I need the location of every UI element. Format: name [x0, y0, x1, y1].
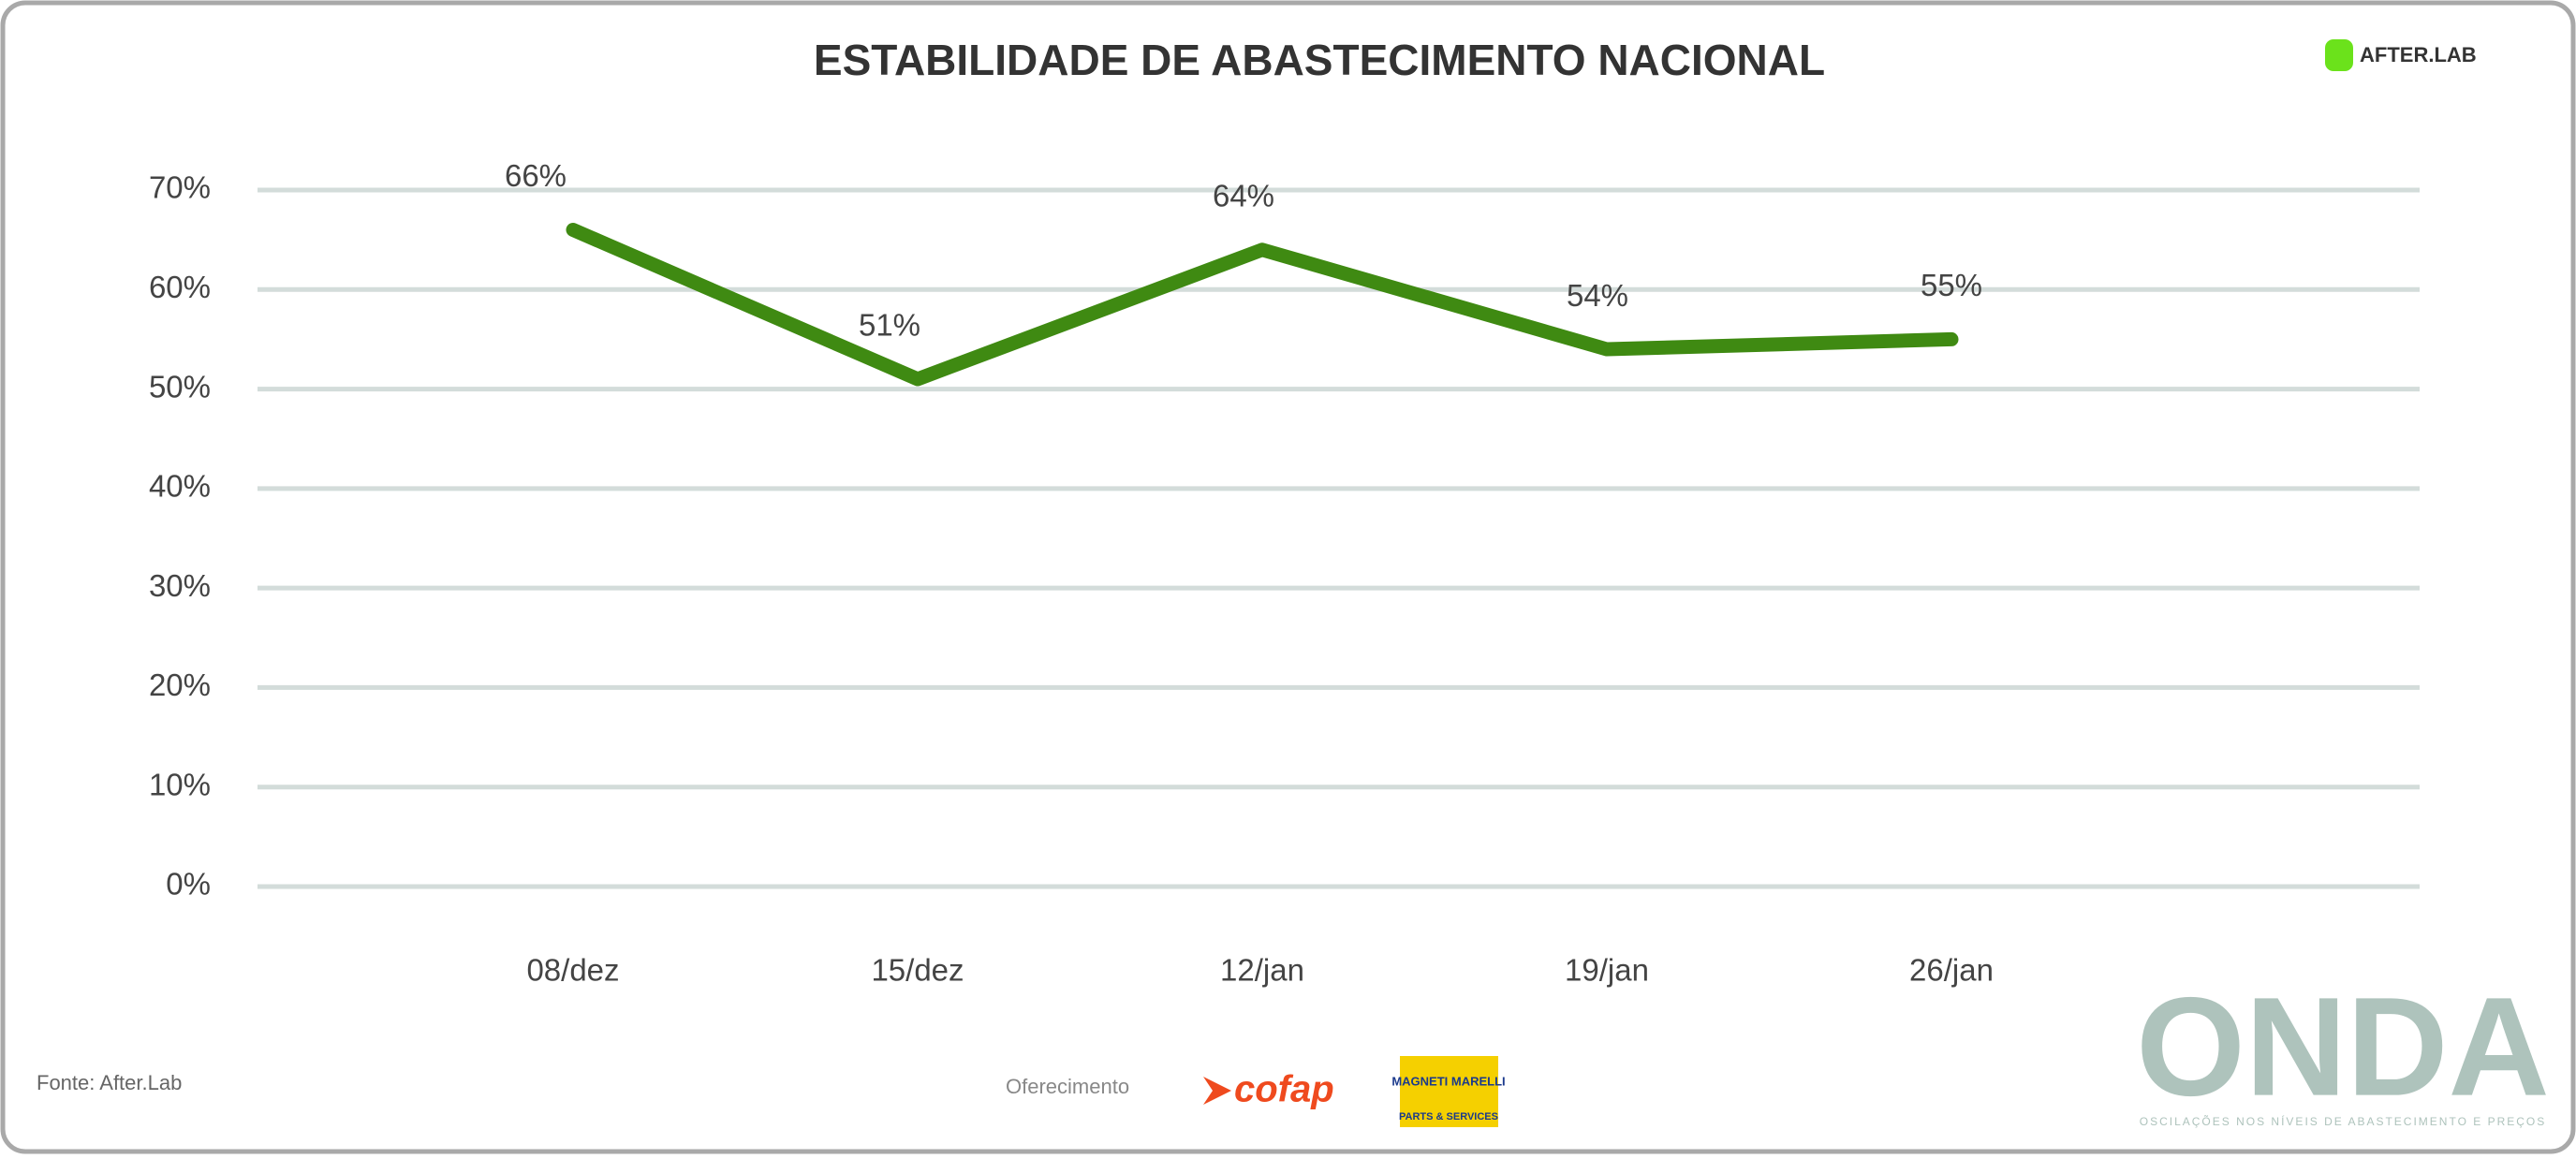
line: [566, 223, 1959, 387]
data-label: 55%: [1921, 268, 1982, 302]
y-tick-label: 40%: [149, 469, 211, 504]
magneti-text: MAGNETI MARELLI: [1391, 1074, 1505, 1088]
data-label: 64%: [1213, 178, 1274, 213]
brand-tagline: OSCILAÇÕES NOS NÍVEIS DE ABASTECIMENTO E…: [2140, 1114, 2547, 1128]
y-tick-label: 20%: [149, 668, 211, 702]
brand-name: ONDA: [2136, 968, 2550, 1125]
data-label: 66%: [505, 158, 567, 193]
logo-icon: [2325, 39, 2353, 71]
y-tick-label: 30%: [149, 568, 211, 603]
x-tick-label: 26/jan: [1909, 953, 1994, 988]
x-tick-label: 08/dez: [526, 953, 619, 988]
x-tick-label: 12/jan: [1220, 953, 1304, 988]
x-tick-label: 15/dez: [871, 953, 964, 988]
data-label: 51%: [859, 308, 920, 343]
x-tick-label: 19/jan: [1565, 953, 1649, 988]
magneti-box: [1400, 1056, 1498, 1127]
y-tick-label: 70%: [149, 170, 211, 205]
cofap-icon: [1203, 1077, 1231, 1105]
after-lab-logo: AFTER.LAB: [2325, 39, 2477, 71]
y-tick-label: 50%: [149, 369, 211, 403]
magneti-logo: MAGNETI MARELLI PARTS & SERVICES: [1391, 1056, 1506, 1127]
y-tick-label: 60%: [149, 270, 211, 304]
logo-text: AFTER.LAB: [2360, 43, 2477, 66]
cofap-text: cofap: [1234, 1069, 1334, 1110]
sponsor-label: Oferecimento: [1006, 1075, 1129, 1098]
cofap-logo: cofap: [1203, 1069, 1334, 1110]
y-tick-label: 0%: [166, 867, 211, 902]
chart-title: ESTABILIDADE DE ABASTECIMENTO NACIONAL: [814, 36, 1825, 84]
source: Fonte: After.Lab: [37, 1071, 182, 1094]
data-label: 54%: [1567, 278, 1628, 313]
y-tick-label: 10%: [149, 767, 211, 801]
magneti-sub: PARTS & SERVICES: [1399, 1111, 1498, 1122]
